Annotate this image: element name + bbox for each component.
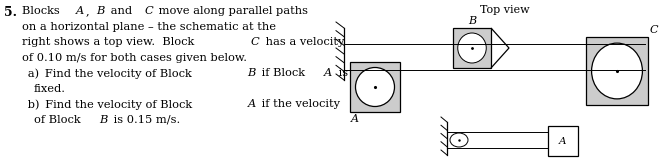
Text: B: B [96,6,105,16]
Text: A: A [248,99,256,109]
Text: 5.: 5. [4,6,17,19]
FancyBboxPatch shape [586,37,648,105]
Text: of Block: of Block [34,114,84,124]
Text: Blocks: Blocks [22,6,64,16]
Text: if Block: if Block [258,68,309,78]
Text: a) Find the velocity of Block: a) Find the velocity of Block [22,68,196,79]
Text: A: A [76,6,84,16]
Text: A: A [351,114,359,124]
Text: of 0.10 m/s for both cases given below.: of 0.10 m/s for both cases given below. [22,52,247,62]
Text: Top view: Top view [480,5,530,15]
Text: and: and [107,6,135,16]
Text: if the velocity: if the velocity [259,99,340,109]
Text: right shows a top view.  Block: right shows a top view. Block [22,37,198,47]
Text: fixed.: fixed. [34,84,66,94]
Ellipse shape [592,43,643,99]
Ellipse shape [356,67,395,106]
FancyBboxPatch shape [548,126,578,156]
Text: move along parallel paths: move along parallel paths [155,6,308,16]
Text: b) Find the velocity of Block: b) Find the velocity of Block [22,99,196,110]
Text: B: B [99,114,108,124]
Text: C: C [144,6,153,16]
FancyBboxPatch shape [453,28,491,68]
Text: is 0.15 m/s.: is 0.15 m/s. [110,114,180,124]
Text: C: C [650,25,659,35]
Text: on a horizontal plane – the schematic at the: on a horizontal plane – the schematic at… [22,22,276,32]
Text: B: B [247,68,255,78]
Text: A: A [324,68,332,78]
Ellipse shape [450,133,468,147]
Text: has a velocity: has a velocity [262,37,344,47]
Text: ,: , [86,6,94,16]
Text: is: is [334,68,348,78]
Text: B: B [468,16,476,26]
Ellipse shape [458,33,486,63]
Text: C: C [251,37,259,47]
Text: A: A [559,137,567,146]
FancyBboxPatch shape [350,62,400,112]
